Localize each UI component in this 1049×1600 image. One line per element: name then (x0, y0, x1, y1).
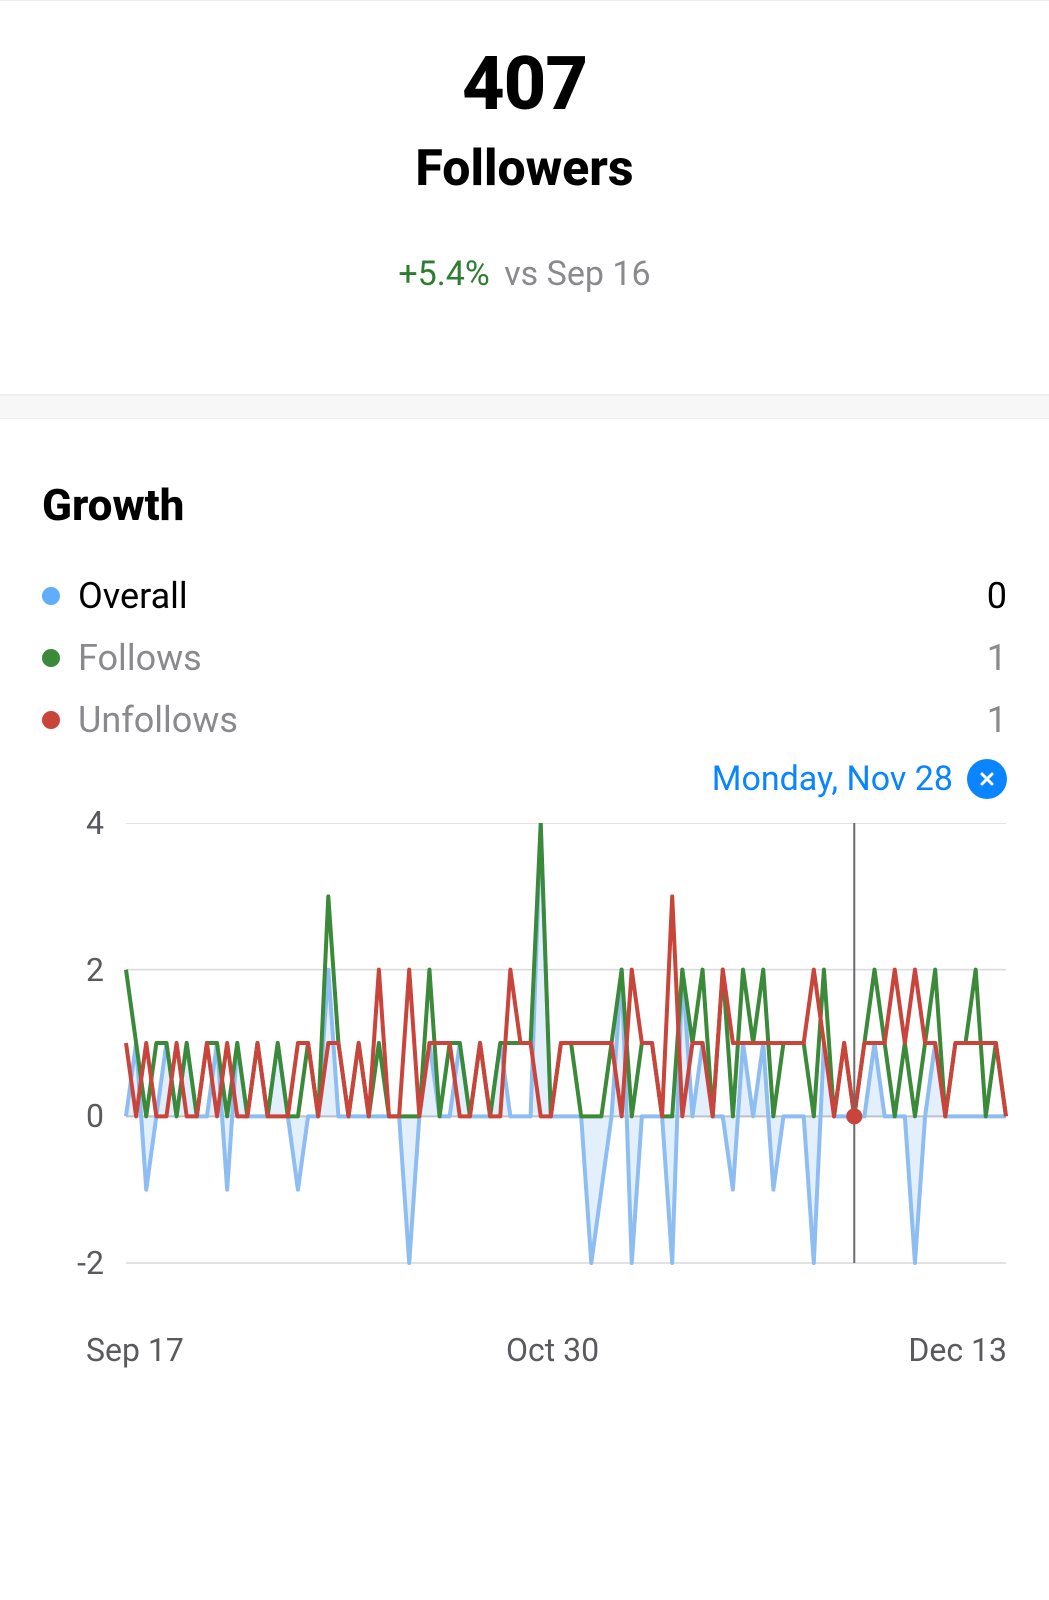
growth-chart[interactable]: -2024Sep 17Oct 30Dec 13 (42, 823, 1007, 1323)
followers-label: Followers (0, 140, 1049, 198)
chart-svg (42, 823, 1010, 1267)
legend-value: 1 (987, 699, 1007, 741)
legend-dot (42, 711, 60, 729)
growth-title: Growth (42, 479, 1007, 531)
y-tick-label: -2 (42, 1244, 104, 1282)
y-tick-label: 2 (42, 951, 104, 989)
y-tick-label: 4 (42, 804, 104, 842)
legend-value: 0 (987, 575, 1007, 617)
legend-name: Unfollows (78, 699, 238, 741)
selected-date-label: Monday, Nov 28 (712, 759, 953, 799)
legend-name: Follows (78, 637, 202, 679)
clear-selection-button[interactable] (967, 759, 1007, 799)
legend-dot (42, 649, 60, 667)
legend-name: Overall (78, 575, 188, 617)
close-icon (978, 770, 996, 788)
selected-date-row: Monday, Nov 28 (42, 759, 1007, 799)
x-tick-label: Sep 17 (86, 1331, 184, 1369)
legend-row-overall[interactable]: Overall 0 (42, 565, 1007, 627)
followers-summary: 407 Followers +5.4% vs Sep 16 (0, 0, 1049, 395)
x-tick-label: Oct 30 (506, 1331, 599, 1369)
followers-count: 407 (0, 41, 1049, 128)
x-tick-label: Dec 13 (908, 1331, 1007, 1369)
section-divider (0, 395, 1049, 419)
legend-row-unfollows[interactable]: Unfollows 1 (42, 689, 1007, 751)
legend-dot (42, 587, 60, 605)
legend-value: 1 (987, 637, 1007, 679)
growth-section: Growth Overall 0 Follows 1 Unfollows 1 Monday… (0, 419, 1049, 1363)
y-tick-label: 0 (42, 1097, 104, 1135)
delta-percent: +5.4% (398, 254, 489, 294)
delta-compare: vs Sep 16 (504, 254, 650, 294)
legend-row-follows[interactable]: Follows 1 (42, 627, 1007, 689)
growth-legend: Overall 0 Follows 1 Unfollows 1 (42, 565, 1007, 751)
followers-delta: +5.4% vs Sep 16 (0, 254, 1049, 294)
